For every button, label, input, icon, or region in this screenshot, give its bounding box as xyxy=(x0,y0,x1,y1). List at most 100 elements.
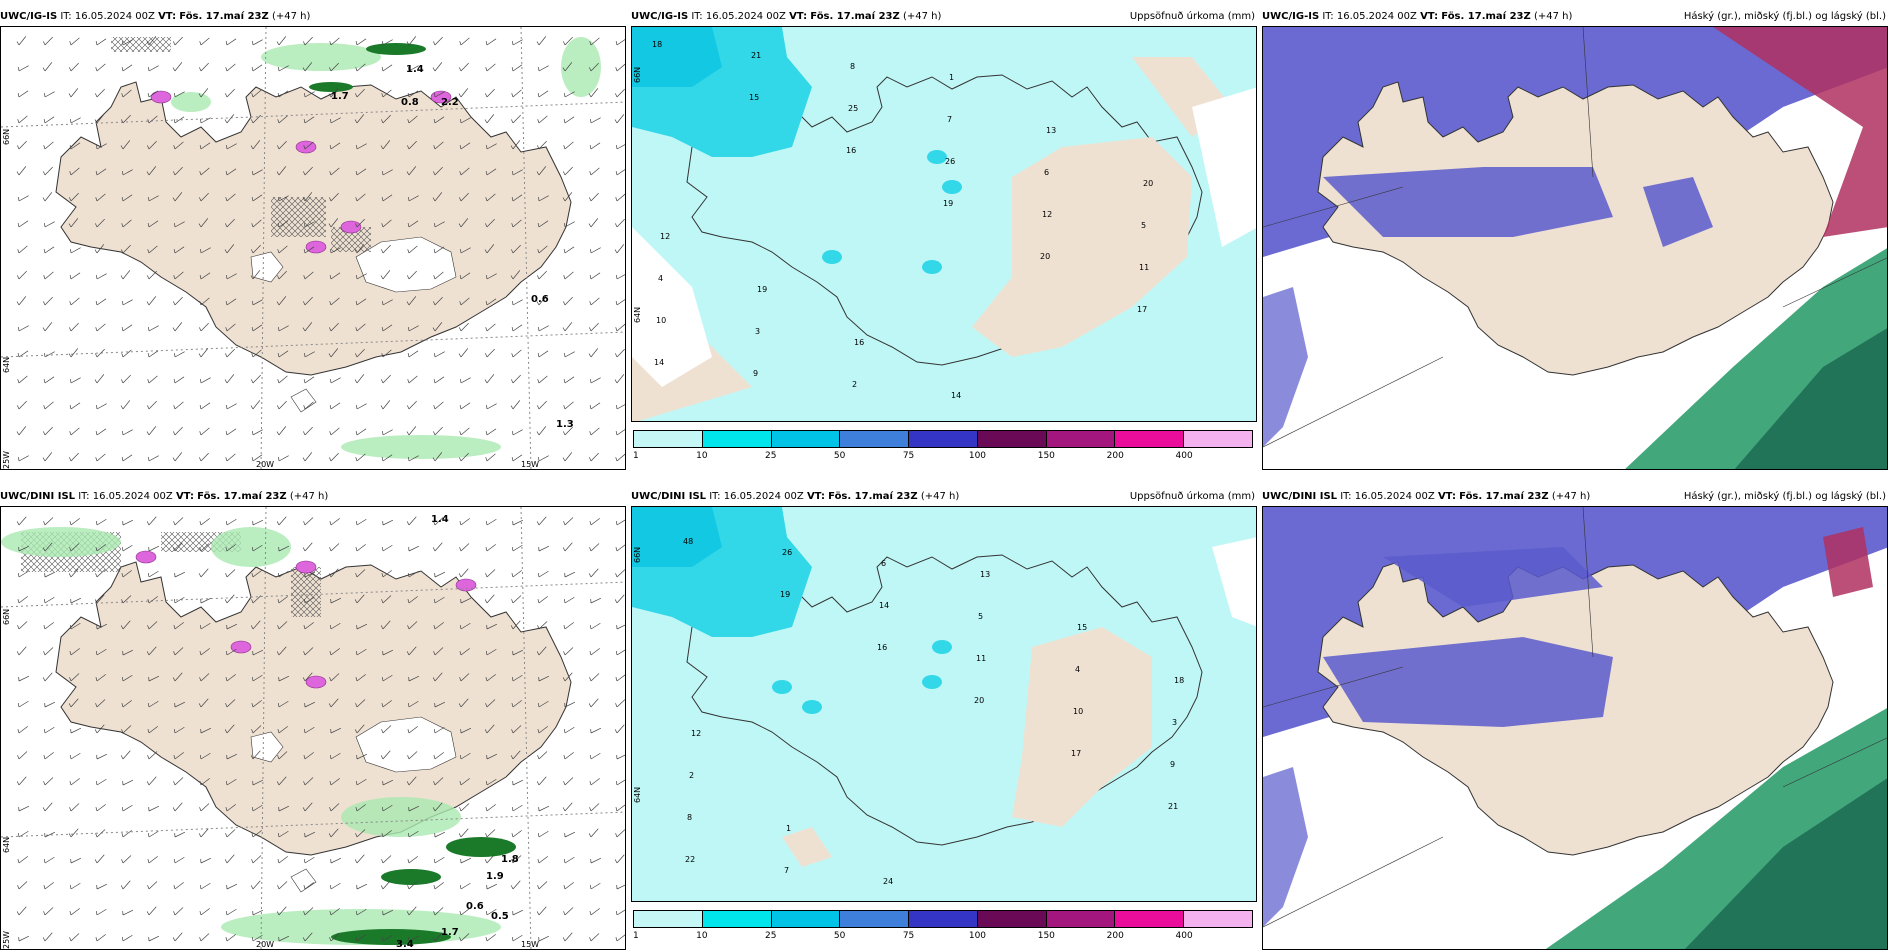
wind-barb-flag xyxy=(459,67,462,72)
vt-label: VT: xyxy=(158,11,177,22)
wind-barb-flag xyxy=(251,703,254,708)
wind-barb-flag xyxy=(95,223,98,228)
wind-barb xyxy=(304,36,313,46)
wind-barb-flag xyxy=(510,755,514,760)
wind-barb-flag xyxy=(485,573,488,578)
wind-barb-flag xyxy=(199,67,202,72)
grid-label-0: 66N xyxy=(633,547,642,563)
wind-barb xyxy=(486,403,497,410)
wind-barb xyxy=(382,804,393,812)
wind-barb-flag xyxy=(94,119,98,124)
wind-barb xyxy=(96,88,105,98)
wind-barb-flag xyxy=(485,677,488,682)
value-label-3: 2.2 xyxy=(441,97,459,108)
wind-barb xyxy=(538,700,549,708)
wind-barb xyxy=(460,568,469,578)
grid-label-1: 64N xyxy=(633,307,642,323)
low-cloud-0 xyxy=(1713,27,1887,237)
wind-barb xyxy=(252,934,263,942)
wind-barb xyxy=(356,193,366,202)
wind-barb-flag xyxy=(278,326,280,332)
wind-barb-flag xyxy=(459,275,462,280)
wind-barb xyxy=(382,39,393,46)
sea-gap-0 xyxy=(1212,537,1256,627)
wind-barb-flag xyxy=(511,67,514,72)
wind-barb-flag xyxy=(251,677,254,682)
wind-barb-flag xyxy=(537,625,540,630)
precip-blob-0 xyxy=(932,640,952,654)
wind-barb-flag xyxy=(459,885,462,890)
wind-barb xyxy=(330,167,340,176)
wind-barb xyxy=(512,64,523,72)
wind-barb-flag xyxy=(433,41,436,46)
wind-barb xyxy=(590,218,599,228)
wind-barb xyxy=(278,220,289,228)
wind-barb xyxy=(564,322,573,332)
wind-barb xyxy=(460,297,470,306)
wind-barb xyxy=(18,700,29,708)
wind-barb xyxy=(616,429,625,436)
wind-barb-flag xyxy=(147,729,150,734)
high-cloud-west xyxy=(1263,287,1308,447)
wind-barb-flag xyxy=(199,885,202,890)
wind-barb-flag xyxy=(122,430,124,436)
wind-barb xyxy=(486,273,497,280)
wind-barb-flag xyxy=(329,197,332,202)
wind-barb xyxy=(18,675,30,682)
wind-barb xyxy=(564,351,575,358)
wind-barb xyxy=(174,726,185,734)
wind-barb-flag xyxy=(329,885,332,890)
wind-barb xyxy=(18,65,29,72)
wind-barb-flag xyxy=(95,197,98,202)
wind-barb-flag xyxy=(122,40,124,46)
wind-barb xyxy=(226,348,235,358)
wind-barb xyxy=(408,350,419,358)
wind-barb-flag xyxy=(486,274,488,280)
wind-barb-flag xyxy=(459,807,462,812)
wind-barb-flag xyxy=(536,651,540,656)
wind-barb-flag xyxy=(459,677,462,682)
wind-barb xyxy=(512,570,522,578)
wind-barb xyxy=(330,882,341,890)
wind-barb xyxy=(18,776,27,786)
precip-value: 14 xyxy=(951,391,961,400)
wind-barb-flag xyxy=(173,171,176,176)
wind-barb xyxy=(174,221,185,228)
wind-barb xyxy=(252,700,262,708)
wind-barb-flag xyxy=(121,547,124,552)
wind-barb-flag xyxy=(510,885,514,890)
wind-barb xyxy=(252,570,262,578)
wind-barb xyxy=(538,350,549,358)
wind-barb xyxy=(382,855,392,864)
wind-barb-flag xyxy=(381,327,384,332)
wind-barb-flag xyxy=(121,353,124,358)
wind-barb-flag xyxy=(562,677,566,682)
convective-2 xyxy=(305,240,327,254)
wind-barb-flag xyxy=(485,911,488,916)
wind-barb-flag xyxy=(407,625,410,630)
wind-barb-flag xyxy=(407,119,410,124)
wind-barb-flag xyxy=(198,573,202,578)
wind-barb xyxy=(460,648,470,656)
wind-barb xyxy=(434,246,445,254)
wind-barb-flag xyxy=(277,353,280,358)
wind-barb xyxy=(538,195,549,202)
wind-barb xyxy=(174,622,184,630)
wind-barb-flag xyxy=(94,859,98,864)
wind-barb-flag xyxy=(511,223,514,228)
wind-barb xyxy=(278,621,288,630)
wind-barb-flag xyxy=(173,41,176,46)
wind-barb-flag xyxy=(251,859,254,864)
wind-barb xyxy=(96,854,105,864)
wind-barb xyxy=(564,701,576,708)
panel-subtitle: Háský (gr.), miðský (fj.bl.) og lágský (… xyxy=(1683,11,1886,22)
wind-barb xyxy=(408,830,419,838)
wind-barb xyxy=(200,752,211,760)
precip-value: 19 xyxy=(757,285,767,294)
wind-barb xyxy=(18,166,27,176)
wind-barb xyxy=(304,376,315,384)
wind-barb-flag xyxy=(329,521,332,526)
wind-barb xyxy=(44,831,56,838)
wind-barb-flag xyxy=(459,457,462,462)
wind-barb-flag xyxy=(615,67,618,72)
